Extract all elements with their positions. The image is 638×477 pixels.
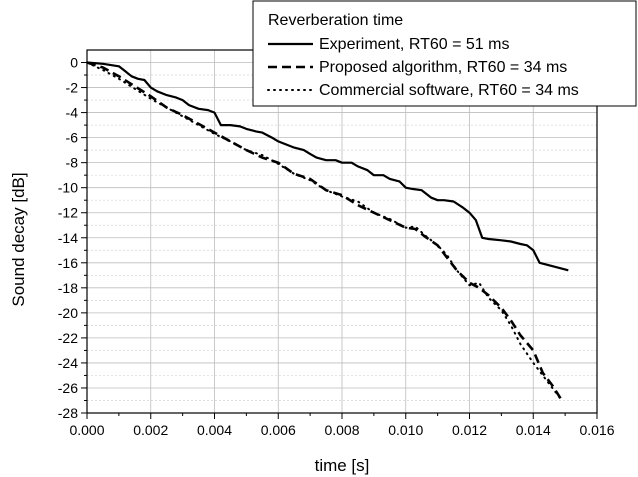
- legend: Reverberation time Experiment, RT60 = 51…: [253, 1, 636, 106]
- y-tick-label: -8: [66, 155, 79, 171]
- series-layer: [87, 63, 568, 401]
- y-tick-label: -18: [58, 280, 78, 296]
- x-tick-label: 0.002: [133, 422, 168, 438]
- series-line-2: [87, 63, 562, 401]
- y-tick-label: -22: [58, 330, 78, 346]
- x-tick-label: 0.010: [388, 422, 423, 438]
- y-tick-label: -24: [58, 355, 78, 371]
- series-line-3: [87, 63, 562, 401]
- y-tick-label: -26: [58, 380, 78, 396]
- y-tick-label: -4: [66, 105, 79, 121]
- y-tick-label: -2: [66, 80, 79, 96]
- legend-entry-3: Commercial software, RT60 = 34 ms: [319, 82, 579, 99]
- y-axis-title: Sound decay [dB]: [9, 172, 28, 306]
- x-tick-label: 0.006: [261, 422, 296, 438]
- y-axis: 0 -2 -4 -6 -8 -10 -12 -14 -16 -18 -20 -22 -24 -26 -28: [58, 55, 87, 421]
- legend-entry-2: Proposed algorithm, RT60 = 34 ms: [319, 59, 567, 76]
- legend-title: Reverberation time: [268, 12, 403, 29]
- x-tick-label: 0.008: [324, 422, 359, 438]
- x-tick-label: 0.012: [452, 422, 487, 438]
- y-tick-label: -16: [58, 255, 78, 271]
- legend-entry-1: Experiment, RT60 = 51 ms: [319, 36, 509, 53]
- y-tick-label: -12: [58, 205, 78, 221]
- x-tick-label: 0.004: [197, 422, 232, 438]
- y-tick-label: 0: [70, 55, 78, 71]
- y-tick-label: -14: [58, 230, 78, 246]
- y-tick-label: -20: [58, 305, 78, 321]
- x-tick-label: 0.016: [579, 422, 614, 438]
- x-axis-title: time [s]: [315, 456, 370, 475]
- y-tick-label: -28: [58, 405, 78, 421]
- x-tick-label: 0.000: [69, 422, 104, 438]
- x-axis: 0.000 0.002 0.004 0.006 0.008 0.010 0.012 0.014…: [69, 413, 614, 438]
- y-tick-label: -6: [66, 130, 79, 146]
- y-tick-label: -10: [58, 180, 78, 196]
- x-tick-label: 0.014: [516, 422, 551, 438]
